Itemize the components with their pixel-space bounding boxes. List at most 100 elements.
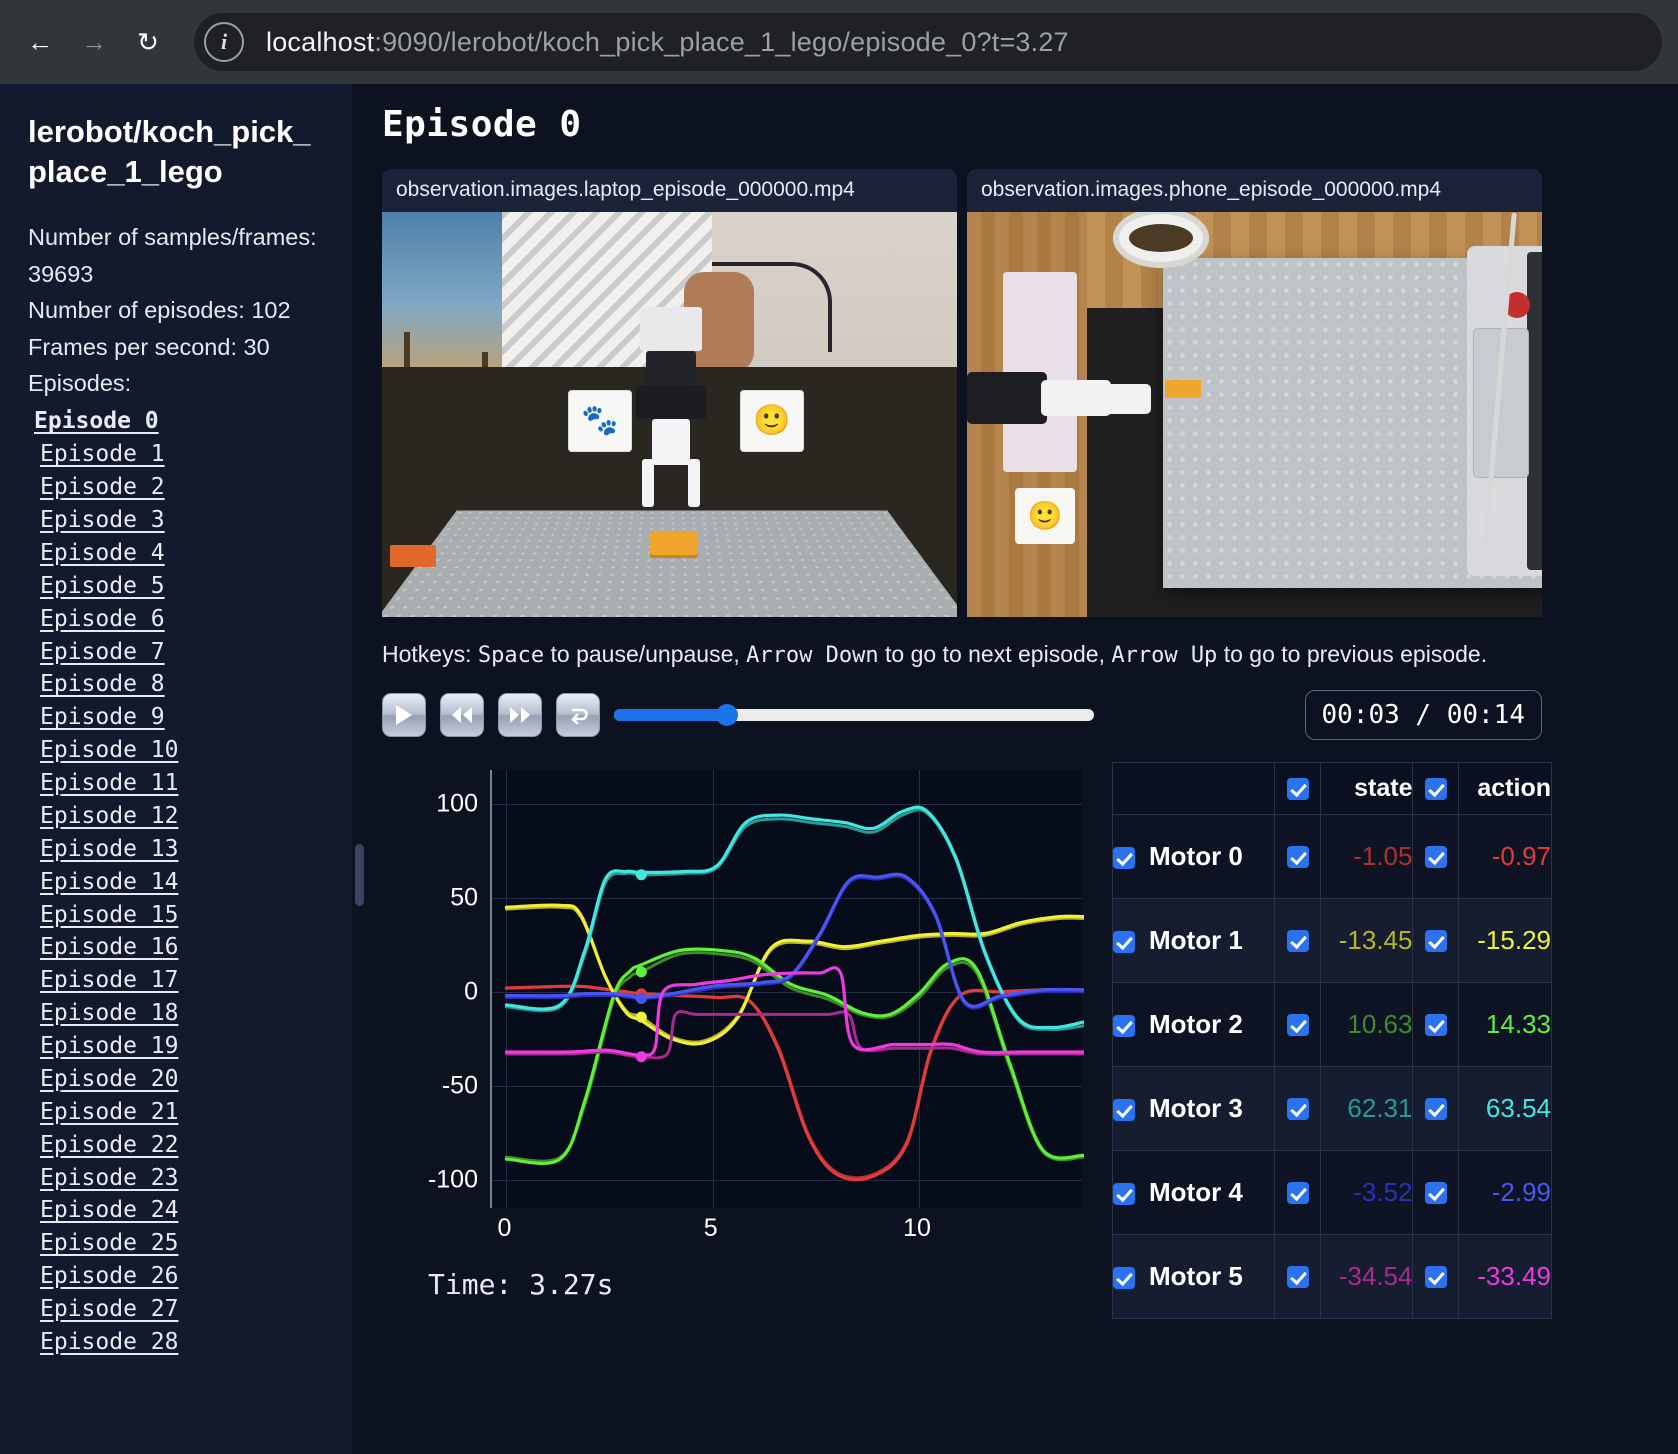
header-state: state [1319, 762, 1414, 815]
motor-row-label-3[interactable]: Motor 3 [1112, 1066, 1275, 1151]
state-checkbox-4[interactable] [1274, 1150, 1321, 1235]
table-row: Motor 0 -1.05 -0.97 [1112, 814, 1552, 899]
checkbox-icon[interactable] [1113, 1099, 1135, 1122]
episode-link-26[interactable]: Episode 26 [40, 1263, 179, 1290]
checkbox-icon[interactable] [1424, 846, 1447, 869]
episode-link-20[interactable]: Episode 20 [40, 1065, 179, 1092]
action-column-checkbox[interactable] [1412, 762, 1460, 815]
loop-icon[interactable] [556, 693, 600, 737]
site-info-icon[interactable]: i [204, 22, 244, 62]
episode-link-24[interactable]: Episode 24 [40, 1197, 179, 1224]
action-value-4: -2.99 [1458, 1150, 1552, 1235]
forward-arrow-icon[interactable]: → [81, 27, 107, 57]
play-icon[interactable] [382, 693, 426, 737]
state-checkbox-2[interactable] [1274, 982, 1321, 1067]
checkbox-icon[interactable] [1286, 1266, 1309, 1289]
checkbox-icon[interactable] [1286, 930, 1309, 953]
pane-divider-grip[interactable] [355, 844, 364, 906]
state-checkbox-0[interactable] [1274, 814, 1321, 899]
back-arrow-icon[interactable]: ← [27, 27, 53, 57]
checkbox-icon[interactable] [1424, 778, 1447, 801]
episode-link-16[interactable]: Episode 16 [40, 934, 179, 961]
episode-link-27[interactable]: Episode 27 [40, 1296, 179, 1323]
episode-link-15[interactable]: Episode 15 [40, 901, 179, 928]
seek-bar-wrapper [614, 693, 1269, 737]
action-checkbox-5[interactable] [1412, 1234, 1460, 1319]
episode-link-19[interactable]: Episode 19 [40, 1033, 179, 1060]
episode-link-22[interactable]: Episode 22 [40, 1131, 179, 1158]
episode-link-7[interactable]: Episode 7 [40, 638, 165, 665]
episode-link-0[interactable]: Episode 0 [34, 408, 159, 435]
fast-forward-icon[interactable] [498, 693, 542, 737]
motor-row-label-2[interactable]: Motor 2 [1112, 982, 1275, 1067]
action-checkbox-0[interactable] [1412, 814, 1460, 899]
checkbox-icon[interactable] [1113, 847, 1135, 870]
address-bar[interactable]: i localhost:9090/lerobot/koch_pick_place… [194, 13, 1662, 71]
episode-link-12[interactable]: Episode 12 [40, 802, 179, 829]
action-value-3: 63.54 [1458, 1066, 1552, 1151]
motor-row-label-1[interactable]: Motor 1 [1112, 898, 1275, 983]
chart-series-line [504, 1010, 1084, 1060]
checkbox-icon[interactable] [1113, 1183, 1135, 1206]
rewind-icon[interactable] [440, 693, 484, 737]
episode-link-4[interactable]: Episode 4 [40, 539, 165, 566]
url-host: localhost [266, 26, 375, 57]
motor-row-label-4[interactable]: Motor 4 [1112, 1150, 1275, 1235]
episode-link-28[interactable]: Episode 28 [40, 1328, 179, 1355]
chart-series-line [504, 947, 1084, 1165]
episode-link-5[interactable]: Episode 5 [40, 572, 165, 599]
checkbox-icon[interactable] [1424, 930, 1447, 953]
episode-link-18[interactable]: Episode 18 [40, 1000, 179, 1027]
video-player-phone[interactable]: 🙂 [967, 212, 1542, 617]
state-checkbox-5[interactable] [1274, 1234, 1321, 1319]
motor-row-label-5[interactable]: Motor 5 [1112, 1234, 1275, 1319]
checkbox-icon[interactable] [1113, 1267, 1135, 1290]
episode-link-25[interactable]: Episode 25 [40, 1230, 179, 1257]
checkbox-icon[interactable] [1424, 1014, 1447, 1037]
action-checkbox-1[interactable] [1412, 898, 1460, 983]
episode-link-14[interactable]: Episode 14 [40, 868, 179, 895]
action-checkbox-3[interactable] [1412, 1066, 1460, 1151]
checkbox-icon[interactable] [1113, 931, 1135, 954]
state-column-checkbox[interactable] [1274, 762, 1321, 815]
state-checkbox-3[interactable] [1274, 1066, 1321, 1151]
checkbox-icon[interactable] [1286, 1098, 1309, 1121]
checkbox-icon[interactable] [1286, 1014, 1309, 1037]
episode-link-23[interactable]: Episode 23 [40, 1164, 179, 1191]
pane-divider[interactable] [352, 84, 364, 1454]
video2-keyboard [1527, 252, 1542, 570]
video1-orange-object [390, 545, 436, 567]
episode-link-2[interactable]: Episode 2 [40, 474, 165, 501]
state-checkbox-1[interactable] [1274, 898, 1321, 983]
reload-icon[interactable]: ↻ [137, 27, 159, 57]
episode-link-6[interactable]: Episode 6 [40, 605, 165, 632]
checkbox-icon[interactable] [1286, 778, 1309, 801]
episode-link-13[interactable]: Episode 13 [40, 835, 179, 862]
hotkey-arrow-down: Arrow Down [746, 643, 879, 668]
action-checkbox-4[interactable] [1412, 1150, 1460, 1235]
x-axis-tick-label: 10 [903, 1214, 931, 1242]
video1-cables [712, 262, 832, 352]
episode-link-9[interactable]: Episode 9 [40, 704, 165, 731]
checkbox-icon[interactable] [1424, 1266, 1447, 1289]
episode-link-21[interactable]: Episode 21 [40, 1098, 179, 1125]
motor-timeseries-chart[interactable]: 100 50 0 -50 -100 0 5 10 [382, 762, 1084, 1242]
action-checkbox-2[interactable] [1412, 982, 1460, 1067]
video-player-laptop[interactable]: 🐾 🙂 [382, 212, 957, 617]
seek-bar-thumb[interactable] [715, 704, 738, 726]
episode-link-1[interactable]: Episode 1 [40, 441, 165, 468]
episode-link-3[interactable]: Episode 3 [40, 507, 165, 534]
episode-link-8[interactable]: Episode 8 [40, 671, 165, 698]
seek-bar[interactable] [614, 704, 1094, 726]
checkbox-icon[interactable] [1286, 1182, 1309, 1205]
motor-row-label-0[interactable]: Motor 0 [1112, 814, 1275, 899]
checkbox-icon[interactable] [1113, 1015, 1135, 1038]
episode-link-10[interactable]: Episode 10 [40, 737, 179, 764]
chart-series-line [504, 805, 1084, 1030]
episode-link-17[interactable]: Episode 17 [40, 967, 179, 994]
checkbox-icon[interactable] [1424, 1098, 1447, 1121]
checkbox-icon[interactable] [1286, 846, 1309, 869]
table-row: Motor 4 -3.52 -2.99 [1112, 1150, 1552, 1235]
checkbox-icon[interactable] [1424, 1182, 1447, 1205]
episode-link-11[interactable]: Episode 11 [40, 770, 179, 797]
